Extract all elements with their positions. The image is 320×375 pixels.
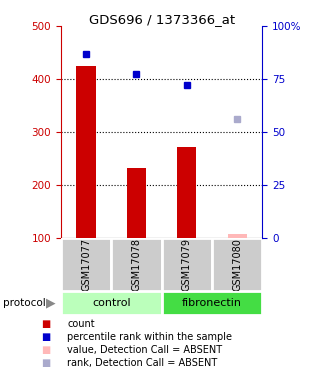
Text: protocol: protocol (3, 298, 46, 308)
Bar (162, 238, 212, 291)
Text: value, Detection Call = ABSENT: value, Detection Call = ABSENT (67, 345, 222, 355)
Text: percentile rank within the sample: percentile rank within the sample (67, 332, 232, 342)
Bar (212, 238, 262, 291)
Text: GSM17077: GSM17077 (81, 238, 91, 291)
Bar (111, 238, 162, 291)
Text: GSM17079: GSM17079 (182, 238, 192, 291)
Bar (127, 168, 146, 238)
Text: control: control (92, 298, 131, 308)
Text: GSM17080: GSM17080 (232, 238, 242, 291)
Bar (177, 147, 196, 238)
Text: ■: ■ (42, 345, 51, 355)
Text: fibronectin: fibronectin (182, 298, 242, 308)
Text: rank, Detection Call = ABSENT: rank, Detection Call = ABSENT (67, 358, 218, 368)
Bar (61, 238, 111, 291)
Text: ■: ■ (42, 332, 51, 342)
Text: GDS696 / 1373366_at: GDS696 / 1373366_at (89, 13, 235, 26)
Bar (228, 234, 247, 238)
Bar (162, 291, 262, 315)
Text: ■: ■ (42, 358, 51, 368)
Bar (61, 291, 162, 315)
Text: GSM17078: GSM17078 (132, 238, 141, 291)
Text: count: count (67, 320, 95, 329)
Bar (76, 66, 96, 238)
Text: ■: ■ (42, 320, 51, 329)
Text: ▶: ▶ (46, 297, 56, 309)
